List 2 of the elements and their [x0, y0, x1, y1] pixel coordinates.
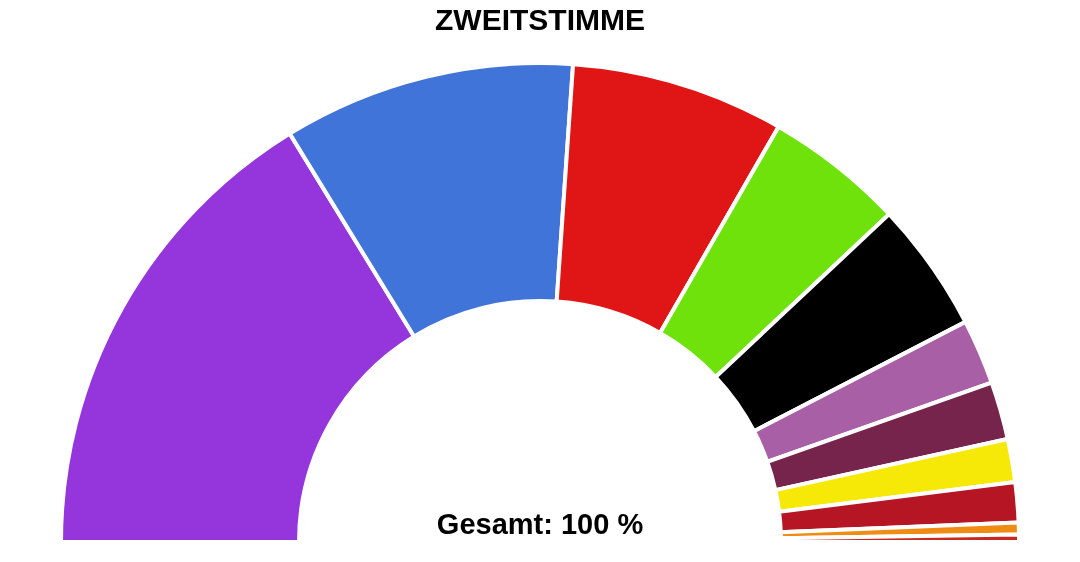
- chart-title: ZWEITSTIMME: [435, 3, 645, 36]
- text: Gesamt: 100 %: [436, 508, 644, 540]
